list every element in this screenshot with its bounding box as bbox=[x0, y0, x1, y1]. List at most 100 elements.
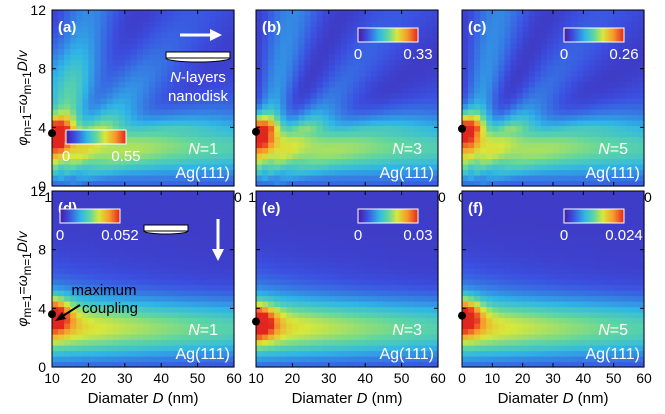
heatmap-cell bbox=[143, 65, 150, 72]
heatmap-cell bbox=[70, 32, 77, 39]
heatmap-cell bbox=[161, 218, 168, 225]
heatmap-cell bbox=[365, 235, 372, 242]
heatmap-cell bbox=[316, 164, 324, 171]
heatmap-cell bbox=[88, 54, 96, 61]
heatmap-cell bbox=[256, 240, 263, 247]
heatmap-cell bbox=[94, 48, 102, 55]
heatmap-cell bbox=[577, 136, 584, 143]
heatmap-cell bbox=[118, 295, 126, 302]
heatmap-cell bbox=[601, 76, 609, 83]
heatmap-cell bbox=[589, 65, 597, 72]
heatmap-cell bbox=[577, 21, 584, 28]
heatmap-cell bbox=[462, 109, 469, 116]
heatmap-cell bbox=[401, 114, 409, 121]
heatmap-cell bbox=[82, 26, 89, 33]
heatmap-cell bbox=[286, 15, 293, 22]
heatmap-cell bbox=[304, 87, 312, 94]
heatmap-cell bbox=[413, 169, 421, 176]
heatmap-cell bbox=[425, 32, 433, 39]
heatmap-cell bbox=[419, 92, 427, 99]
heatmap-cell bbox=[613, 169, 621, 176]
heatmap-cell bbox=[389, 76, 397, 83]
heatmap-cell bbox=[298, 317, 306, 324]
heatmap-cell bbox=[510, 15, 518, 22]
heatmap-cell bbox=[268, 43, 275, 50]
heatmap-cell bbox=[124, 350, 132, 357]
heatmap-cell bbox=[88, 356, 96, 363]
heatmap-cell bbox=[118, 147, 126, 154]
heatmap-cell bbox=[136, 196, 144, 203]
heatmap-cell bbox=[322, 251, 330, 258]
heatmap-cell bbox=[106, 10, 114, 17]
heatmap-cell bbox=[304, 191, 312, 198]
heatmap-cell bbox=[256, 81, 263, 88]
heatmap-cell bbox=[304, 334, 312, 341]
heatmap-cell bbox=[167, 158, 174, 165]
heatmap-cell bbox=[462, 120, 469, 127]
heatmap-cell bbox=[209, 26, 217, 33]
heatmap-cell bbox=[353, 48, 360, 55]
heatmap-cell bbox=[534, 48, 542, 55]
heatmap-cell bbox=[215, 10, 223, 17]
heatmap-cell bbox=[179, 87, 187, 94]
heatmap-cell bbox=[577, 103, 584, 110]
heatmap-cell bbox=[130, 328, 138, 335]
heatmap-cell bbox=[559, 21, 566, 28]
n-layers-label: N=5 bbox=[598, 141, 628, 158]
heatmap-cell bbox=[280, 103, 287, 110]
heatmap-cell bbox=[130, 290, 138, 297]
heatmap-cell bbox=[365, 98, 372, 105]
heatmap-cell bbox=[173, 131, 180, 138]
heatmap-cell bbox=[191, 328, 199, 335]
heatmap-cell bbox=[395, 92, 403, 99]
heatmap-cell bbox=[340, 218, 348, 225]
heatmap-cell bbox=[173, 213, 180, 220]
heatmap-cell bbox=[215, 37, 223, 44]
heatmap-cell bbox=[100, 103, 108, 110]
heatmap-cell bbox=[540, 76, 548, 83]
heatmap-cell bbox=[553, 59, 560, 66]
heatmap-cell bbox=[522, 48, 530, 55]
heatmap-cell bbox=[268, 26, 275, 33]
heatmap-cell bbox=[197, 158, 205, 165]
heatmap-cell bbox=[425, 257, 433, 264]
heatmap-cell bbox=[371, 235, 378, 242]
heatmap-cell bbox=[316, 37, 324, 44]
heatmap-cell bbox=[328, 15, 336, 22]
heatmap-cell bbox=[304, 43, 312, 50]
heatmap-cell bbox=[316, 147, 324, 154]
heatmap-cell bbox=[173, 240, 180, 247]
heatmap-cell bbox=[571, 153, 578, 160]
heatmap-cell bbox=[492, 164, 499, 171]
heatmap-cell bbox=[625, 109, 633, 116]
heatmap-cell bbox=[359, 120, 366, 127]
heatmap-cell bbox=[340, 328, 348, 335]
heatmap-cell bbox=[155, 312, 162, 319]
heatmap-cell bbox=[130, 136, 138, 143]
heatmap-cell bbox=[371, 65, 378, 72]
heatmap-cell bbox=[528, 37, 536, 44]
heatmap-cell bbox=[280, 114, 287, 121]
heatmap-cell bbox=[353, 65, 360, 72]
heatmap-cell bbox=[637, 81, 645, 88]
heatmap-cell bbox=[118, 43, 126, 50]
heatmap-cell bbox=[353, 306, 360, 313]
heatmap-cell bbox=[286, 164, 293, 171]
heatmap-cell bbox=[492, 65, 499, 72]
x-tick-label: 30 bbox=[117, 370, 133, 386]
heatmap-cell bbox=[209, 350, 217, 357]
heatmap-cell bbox=[383, 312, 391, 319]
heatmap-cell bbox=[143, 48, 150, 55]
heatmap-cell bbox=[298, 65, 306, 72]
heatmap-cell bbox=[52, 76, 59, 83]
heatmap-cell bbox=[383, 235, 391, 242]
heatmap-cell bbox=[510, 98, 518, 105]
heatmap-cell bbox=[274, 131, 281, 138]
heatmap-cell bbox=[365, 268, 372, 275]
heatmap-cell bbox=[431, 361, 439, 368]
heatmap-cell bbox=[462, 26, 469, 33]
heatmap-cell bbox=[359, 284, 366, 291]
heatmap-cell bbox=[389, 312, 397, 319]
heatmap-cell bbox=[425, 125, 433, 132]
nanodisk-icon bbox=[165, 51, 231, 59]
